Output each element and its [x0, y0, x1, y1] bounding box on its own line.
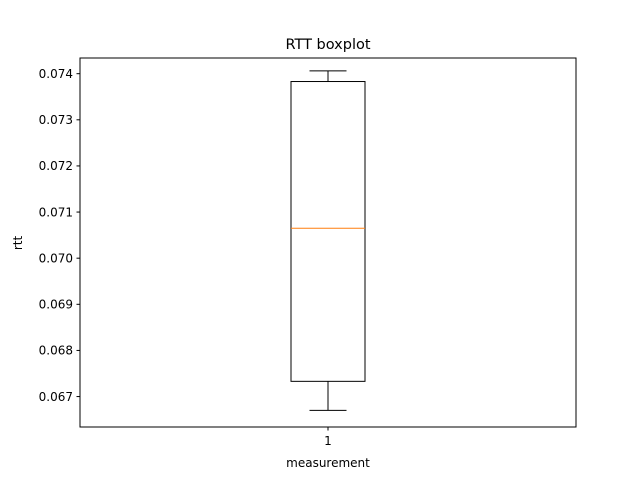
box-group — [290, 70, 366, 411]
y-tick-label: 0.069 — [39, 298, 73, 312]
y-tick-label: 0.072 — [39, 159, 73, 173]
y-tick-label: 0.068 — [39, 344, 73, 358]
y-axis-label: rtt — [11, 236, 25, 251]
y-tick-label: 0.071 — [39, 205, 73, 219]
y-tick-label: 0.073 — [39, 113, 73, 127]
y-tick-label: 0.074 — [39, 67, 73, 81]
x-axis-label: measurement — [286, 456, 370, 470]
y-axis: 0.067 0.068 0.069 0.070 0.071 0.072 0.073 0.074 — [39, 67, 80, 404]
y-tick-label: 0.067 — [39, 390, 73, 404]
x-tick-label: 1 — [324, 434, 332, 448]
plot-area — [290, 70, 366, 411]
box-iqr — [290, 81, 366, 382]
x-axis: 1 — [324, 427, 332, 448]
y-tick-label: 0.070 — [39, 251, 73, 265]
chart-title: RTT boxplot — [285, 37, 370, 53]
